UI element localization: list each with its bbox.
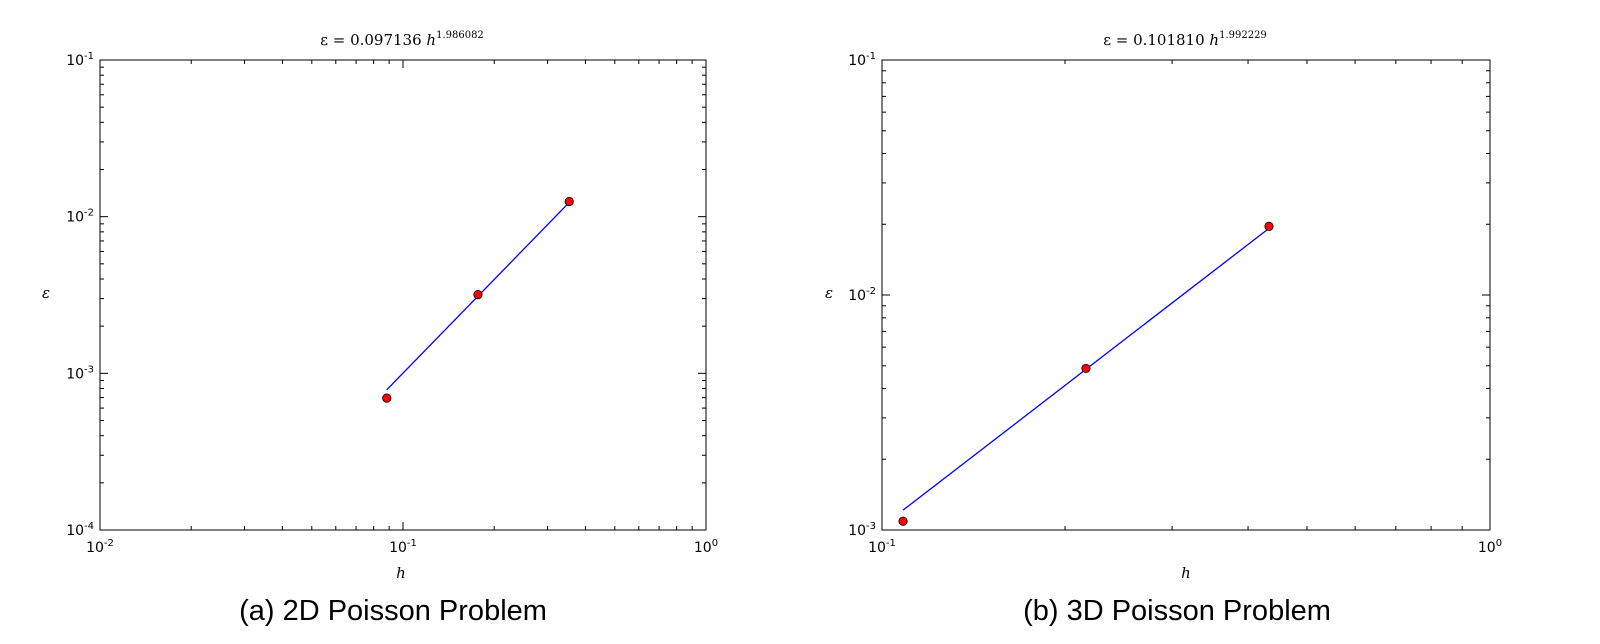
major-ticks	[881, 59, 1491, 531]
x-tick-label: 10-2	[86, 538, 114, 556]
minor-ticks	[100, 60, 706, 530]
y-tick-labels: 10-3 10-2 10-1	[848, 51, 876, 539]
data-point	[1264, 221, 1274, 231]
y-tick-label: 10-2	[66, 208, 94, 226]
y-tick-label: 10-3	[66, 364, 94, 382]
data-point	[382, 393, 392, 403]
y-axis-label: ε	[42, 284, 50, 302]
caption: (b) 3D Poisson Problem	[1023, 595, 1331, 627]
series	[898, 221, 1274, 526]
y-tick-label: 10-1	[66, 51, 94, 69]
data-point	[564, 196, 574, 207]
chart-title: ε = 0.097136 h1.986082	[320, 30, 484, 49]
y-tick-label: 10-3	[848, 521, 876, 539]
plot-frame	[99, 59, 707, 531]
x-tick-label: 100	[694, 538, 718, 556]
series	[382, 196, 574, 403]
y-tick-labels: 10-4 10-3 10-2 10-1	[66, 51, 94, 539]
major-ticks	[99, 59, 707, 531]
y-tick-label: 10-4	[66, 521, 94, 539]
chart-3d-poisson: ε = 0.101810 h1.992229 10-1 100 10-310-21…	[825, 30, 1502, 627]
x-tick-labels: 10-2 10-1 100	[86, 538, 718, 556]
y-tick-label: 10-2	[848, 286, 876, 304]
x-tick-labels: 10-1 100	[868, 538, 1502, 556]
plot-frame	[881, 59, 1491, 531]
data-point	[898, 516, 908, 526]
chart-2d-poisson: ε = 0.097136 h1.986082 10-2 10-1 100 10-41…	[42, 30, 718, 627]
y-tick-label: 10-1	[848, 51, 876, 69]
x-tick-label: 100	[1478, 538, 1502, 556]
caption: (a) 2D Poisson Problem	[239, 595, 547, 627]
chart-title: ε = 0.101810 h1.992229	[1103, 30, 1267, 49]
data-point	[1081, 363, 1091, 374]
y-axis-label: ε	[825, 284, 833, 302]
data-point	[473, 290, 483, 300]
x-tick-label: 10-1	[868, 538, 896, 556]
x-axis-label: h	[396, 564, 406, 582]
x-tick-label: 10-1	[389, 538, 417, 556]
minor-ticks	[882, 60, 1490, 530]
x-axis-label: h	[1181, 564, 1191, 582]
